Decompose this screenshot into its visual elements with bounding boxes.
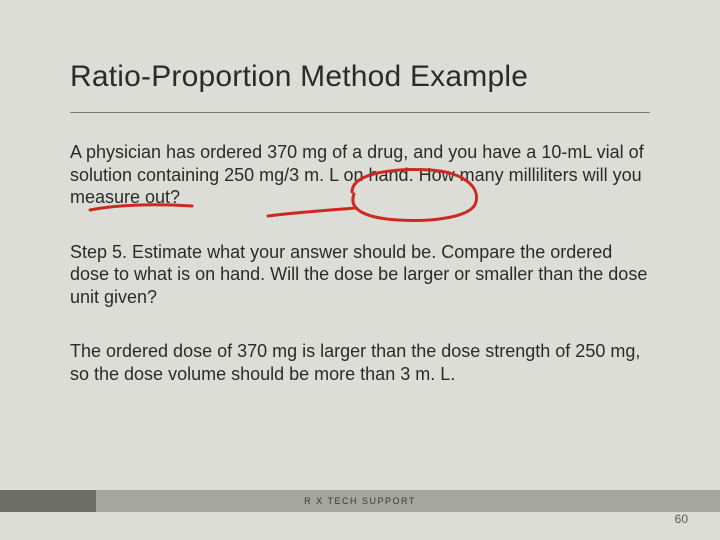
slide: Ratio-Proportion Method Example A physic… [0,0,720,540]
underline-right-icon [268,208,356,216]
paragraph-2: Step 5. Estimate what your answer should… [70,241,650,309]
paragraph-1: A physician has ordered 370 mg of a drug… [70,141,650,209]
footer-text: R X TECH SUPPORT [304,496,416,506]
paragraph-3: The ordered dose of 370 mg is larger tha… [70,340,650,385]
slide-title: Ratio-Proportion Method Example [70,60,650,94]
page-number: 60 [675,512,688,526]
footer-bar: R X TECH SUPPORT [0,490,720,512]
title-rule [70,112,650,113]
